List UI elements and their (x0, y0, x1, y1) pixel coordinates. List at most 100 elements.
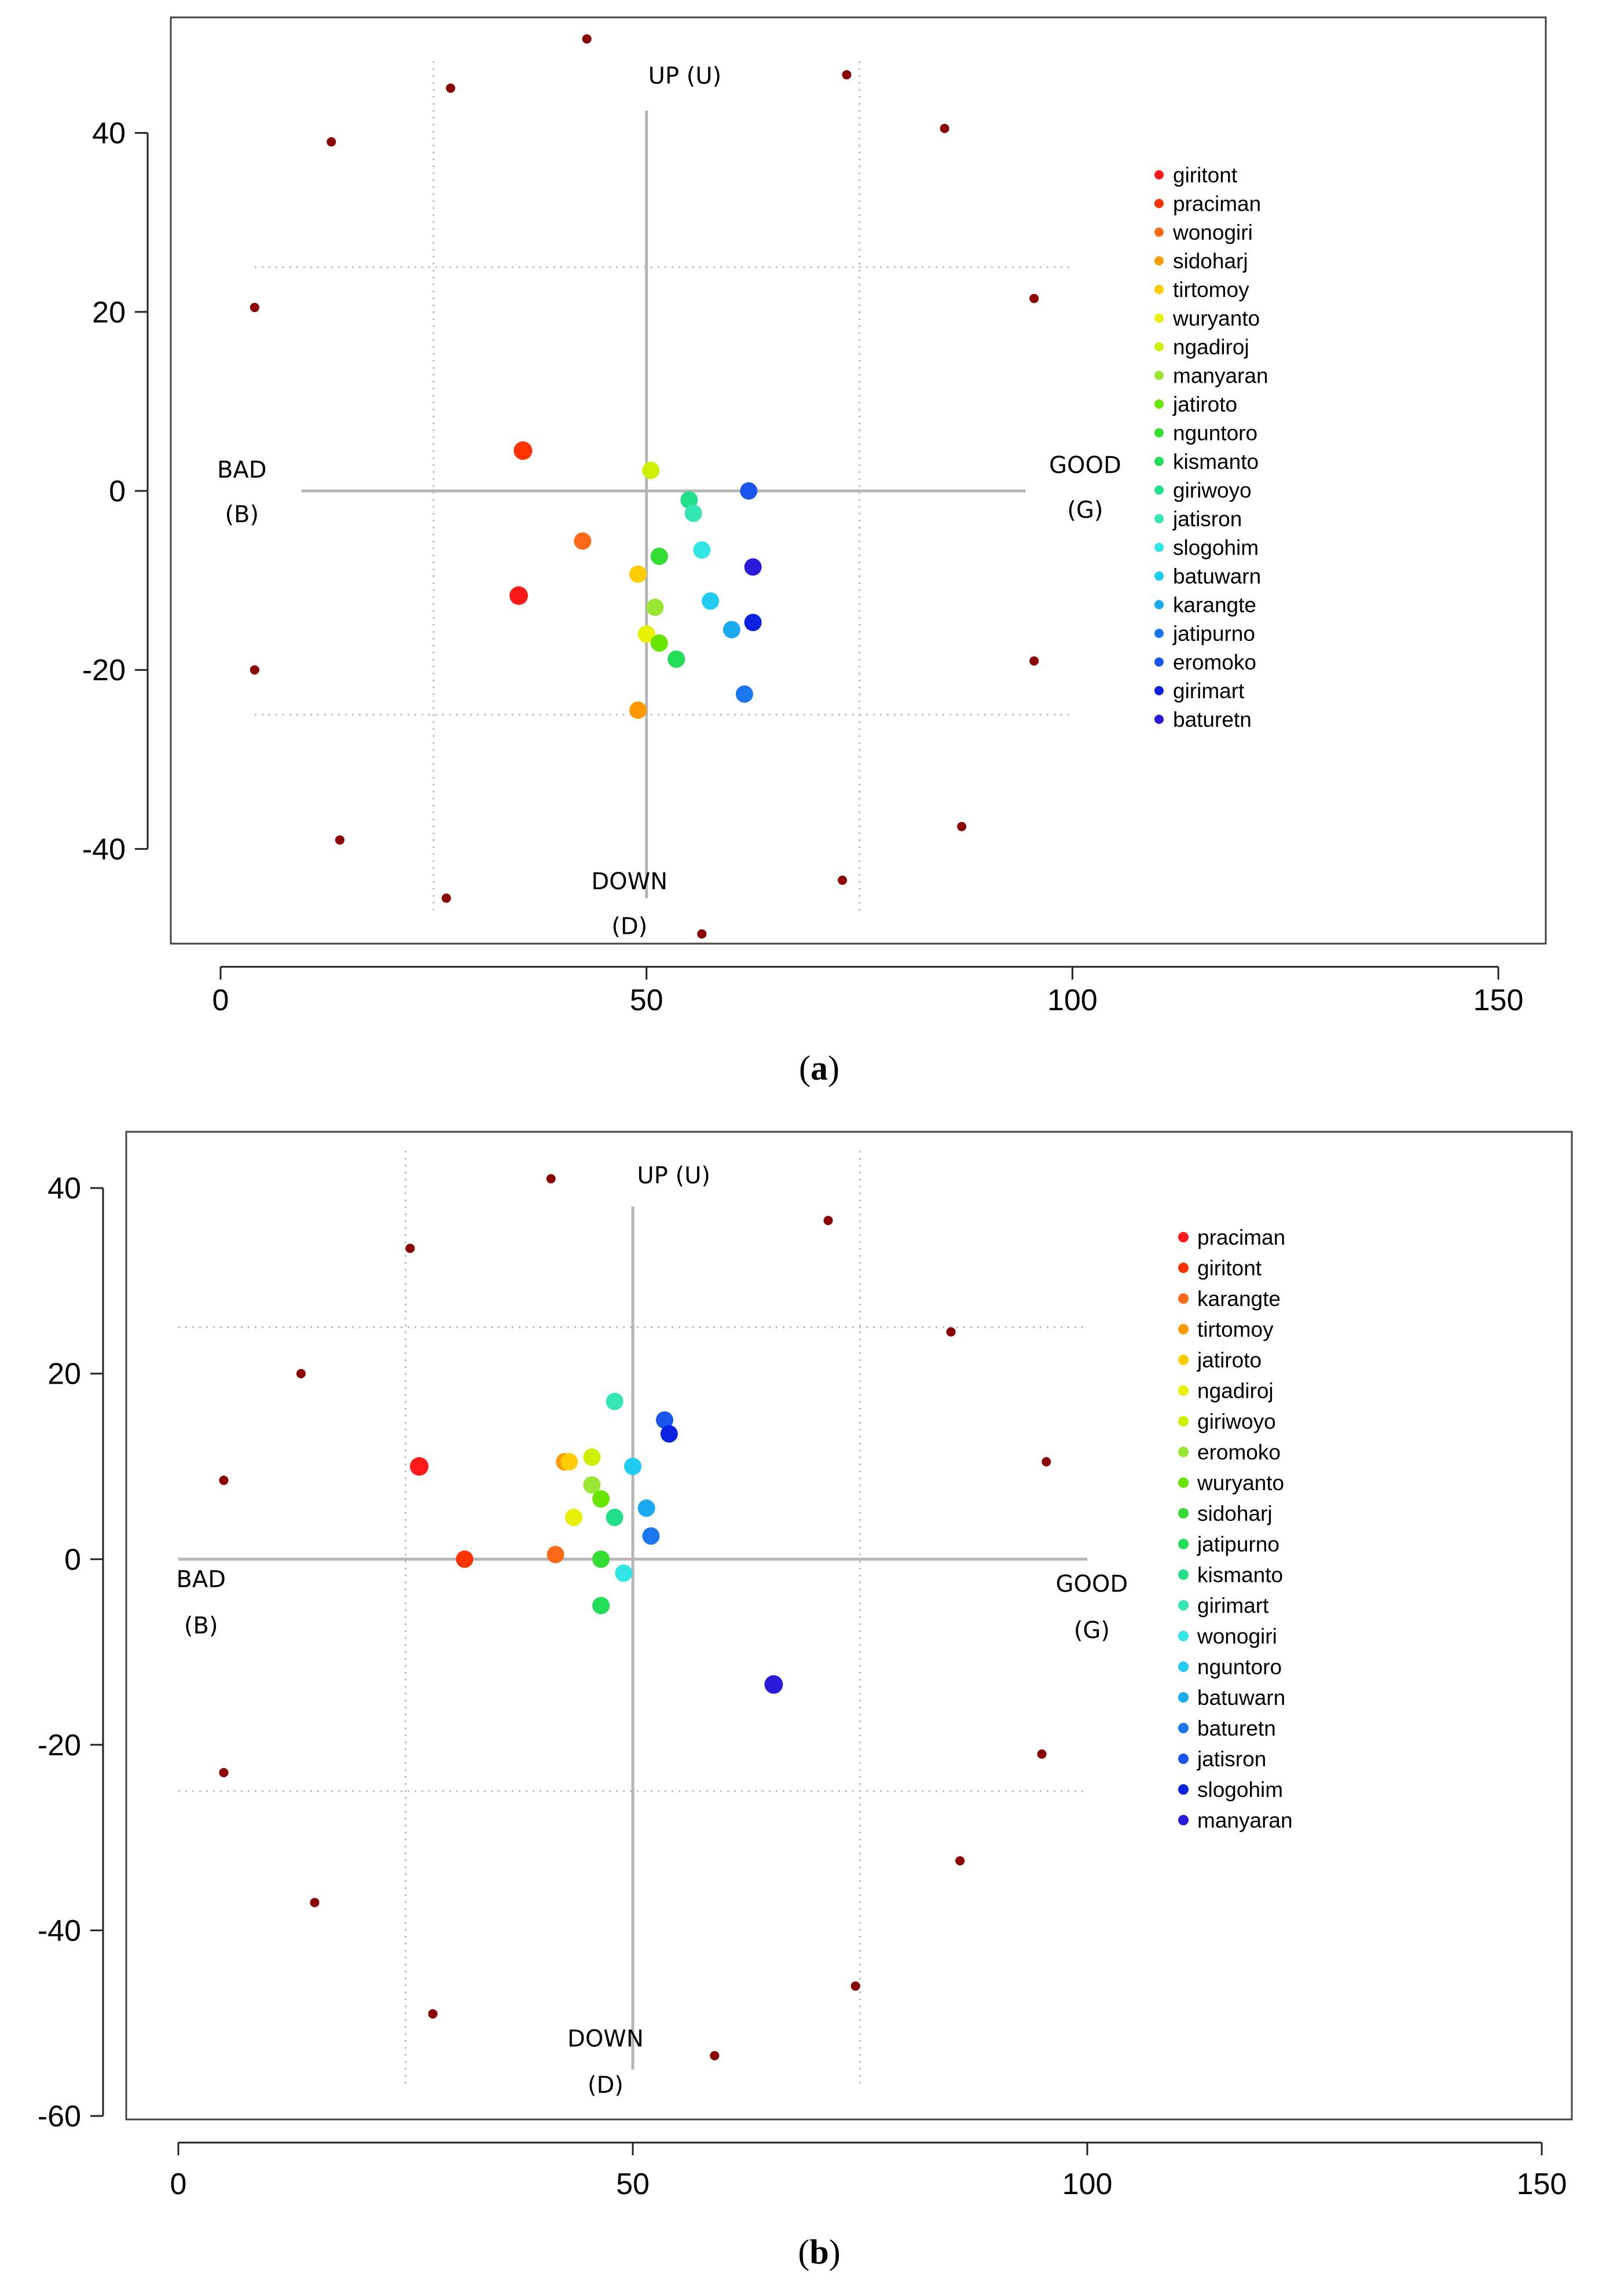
label-good-abbr: (G) (1067, 497, 1103, 523)
point-baturetn (744, 558, 762, 576)
legend-label: batuwarn (1173, 564, 1261, 588)
point-tirtomoy (629, 565, 647, 583)
ring-point (327, 137, 336, 147)
point-praciman (410, 1457, 429, 1476)
ring-point (405, 1244, 415, 1253)
point-praciman (514, 441, 533, 460)
point-sidoharj (629, 701, 647, 719)
x-tick-label: 150 (1517, 2167, 1567, 2201)
legend-label: wonogiri (1172, 221, 1253, 244)
legend-label: baturetn (1197, 1717, 1276, 1740)
point-batuwarn (702, 592, 720, 610)
point-eromoko (740, 482, 758, 500)
point-kismanto (668, 650, 685, 668)
legend-label: tirtomoy (1173, 278, 1249, 302)
point-ngadiroj (642, 461, 660, 479)
point-nguntoro (624, 1458, 641, 1475)
point-girimart (744, 614, 762, 632)
legend-label: slogohim (1173, 536, 1259, 560)
legend-swatch (1178, 1723, 1189, 1733)
point-batuwarn (637, 1499, 655, 1517)
legend-swatch (1154, 371, 1164, 380)
legend-swatch (1154, 313, 1164, 323)
legend-swatch (1178, 1662, 1189, 1672)
y-tick-label: 40 (47, 1172, 81, 1205)
legend-swatch (1154, 485, 1164, 495)
legend-label: praciman (1173, 192, 1261, 216)
legend-label: jatisron (1197, 1747, 1266, 1771)
chart-b: UP (U) DOWN (D) BAD (B) GOOD (G) 0 50 100 150 40 20 0… (38, 1131, 1573, 2271)
caption-close: ) (828, 1049, 839, 1087)
legend-swatch (1154, 256, 1164, 266)
label-bad: BAD (176, 1566, 226, 1593)
legend-label: wuryanto (1197, 1471, 1284, 1495)
legend-swatch (1154, 199, 1164, 208)
legend-swatch (1178, 1631, 1189, 1641)
legend-swatch (1154, 686, 1164, 695)
ring-point (310, 1898, 320, 1908)
point-girimart (606, 1392, 624, 1410)
point-wuryanto (637, 625, 655, 643)
x-tick-label: 150 (1473, 984, 1524, 1017)
legend-label: jatiroto (1172, 393, 1237, 416)
ring-point (335, 835, 344, 845)
legend-label: giritont (1173, 163, 1238, 187)
legend-swatch (1178, 1447, 1189, 1457)
plot-frame (125, 1131, 1573, 2121)
y-tick-label: 20 (47, 1358, 81, 1391)
legend: giritont praciman wonogiri sidoharj tirtomoy… (1154, 163, 1268, 732)
point-wonogiri (615, 1564, 633, 1582)
legend-swatch (1178, 1754, 1189, 1764)
legend-label: sidoharj (1173, 250, 1248, 273)
y-tick-label: 0 (109, 475, 126, 508)
legend-swatch (1154, 342, 1164, 351)
label-down: DOWN (591, 868, 668, 895)
caption-open: ( (798, 2233, 809, 2271)
y-tick-label: 20 (92, 296, 126, 329)
point-manyaran (646, 598, 664, 616)
caption-close: ) (829, 2233, 841, 2271)
point-nguntoro (650, 547, 668, 565)
y-tick-label: -20 (38, 1729, 81, 1762)
caption-open: ( (799, 1049, 811, 1087)
ring-point (296, 1369, 306, 1378)
legend-swatch (1154, 399, 1164, 409)
legend-label: kismanto (1197, 1563, 1283, 1587)
label-bad-abbr: (B) (184, 1613, 218, 1640)
legend-swatch (1154, 714, 1164, 724)
legend-label: praciman (1197, 1226, 1285, 1249)
ring-point (946, 1327, 956, 1337)
ring-point (697, 929, 707, 939)
point-karangte (723, 621, 740, 639)
point-baturetn (642, 1527, 660, 1545)
legend-label: manyaran (1197, 1809, 1293, 1832)
y-tick-label: -40 (82, 832, 126, 866)
ring-point (1029, 294, 1039, 303)
point-wonogiri (574, 532, 592, 550)
x-tick-label: 50 (616, 2167, 650, 2201)
caption: (b) (798, 2233, 840, 2271)
legend-swatch (1178, 1416, 1189, 1426)
legend-label: slogohim (1197, 1778, 1283, 1802)
legend-label: wonogiri (1197, 1624, 1277, 1648)
legend-swatch (1178, 1508, 1189, 1519)
label-up: UP (U) (637, 1162, 710, 1189)
legend-label: eromoko (1197, 1440, 1281, 1464)
legend: praciman giritont karangte tirtomoy jatiroto… (1178, 1226, 1293, 1832)
ring-point (1037, 1749, 1047, 1759)
label-down: DOWN (567, 2026, 644, 2052)
x-tick-label: 50 (630, 984, 663, 1017)
point-jatiroto (560, 1453, 578, 1470)
label-good: GOOD (1055, 1571, 1128, 1597)
legend-label: girimart (1197, 1594, 1269, 1618)
label-up: UP (U) (648, 63, 722, 90)
point-jatisron (684, 504, 702, 522)
caption: (a) (799, 1049, 839, 1087)
legend-label: sidoharj (1197, 1502, 1273, 1525)
legend-swatch (1178, 1232, 1189, 1242)
caption-letter: b (809, 2233, 828, 2271)
legend-label: eromoko (1173, 651, 1256, 674)
legend-label: kismanto (1173, 450, 1259, 474)
ring-point (441, 893, 451, 903)
label-down-abbr: (D) (588, 2072, 624, 2099)
